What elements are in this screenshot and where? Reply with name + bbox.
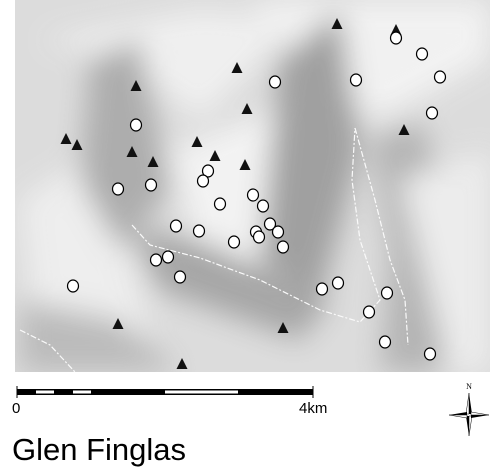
- circle-marker: [333, 277, 344, 289]
- circle-marker: [131, 119, 142, 131]
- circle-marker: [435, 71, 446, 83]
- circle-marker: [146, 179, 157, 191]
- circle-marker: [417, 48, 428, 60]
- circle-marker: [258, 200, 269, 212]
- circle-marker: [68, 280, 79, 292]
- circle-marker: [171, 220, 182, 232]
- north-label: N: [466, 382, 472, 391]
- circle-marker: [427, 107, 438, 119]
- circle-marker: [113, 183, 124, 195]
- circle-marker: [270, 76, 281, 88]
- scale-bar: 0 4km: [12, 386, 327, 417]
- circle-marker: [194, 225, 205, 237]
- circle-marker: [278, 241, 289, 253]
- circle-marker: [198, 175, 209, 187]
- circle-marker: [382, 287, 393, 299]
- circle-marker: [151, 254, 162, 266]
- circle-marker: [248, 189, 259, 201]
- scale-end-label: 4km: [299, 400, 327, 417]
- circle-marker: [380, 336, 391, 348]
- circle-marker: [163, 251, 174, 263]
- circle-marker: [215, 198, 226, 210]
- circle-marker: [254, 231, 265, 243]
- circle-marker: [351, 74, 362, 86]
- circle-marker: [391, 32, 402, 44]
- circle-marker: [364, 306, 375, 318]
- circle-marker: [175, 271, 186, 283]
- circle-marker: [317, 283, 328, 295]
- circle-marker: [229, 236, 240, 248]
- circle-marker: [273, 226, 284, 238]
- north-arrow: N: [449, 382, 489, 436]
- map-title: Glen Finglas: [12, 432, 186, 467]
- map-figure: 0 4km N Glen Finglas: [0, 0, 496, 476]
- circle-marker: [425, 348, 436, 360]
- scale-start-label: 0: [12, 400, 20, 417]
